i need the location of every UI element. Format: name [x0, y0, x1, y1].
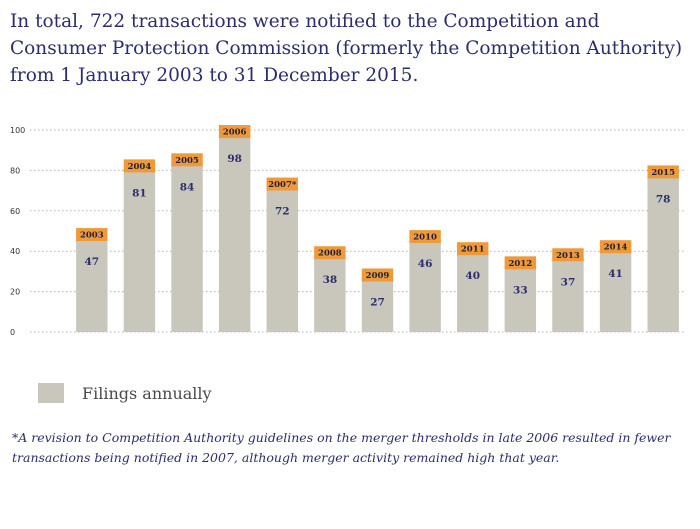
- bar: [171, 162, 203, 332]
- bar: [599, 249, 632, 332]
- bar: [266, 186, 298, 332]
- bar-label-band: [218, 125, 251, 139]
- y-tick-label: 80: [10, 166, 20, 175]
- category-label: 2011: [461, 245, 485, 255]
- category-label: 2007*: [268, 180, 297, 190]
- category-label: 2004: [128, 162, 152, 172]
- y-tick-label: 40: [10, 247, 20, 256]
- data-label: 41: [608, 268, 623, 280]
- bar-label-band: [171, 153, 203, 167]
- data-label: 40: [465, 270, 480, 282]
- data-label: 98: [227, 153, 242, 165]
- bar-label-band: [266, 177, 298, 191]
- data-label: 38: [323, 274, 338, 286]
- bar-label-band: [123, 159, 156, 173]
- data-label: 47: [84, 256, 99, 268]
- bar: [218, 134, 251, 332]
- category-label: 2010: [413, 233, 437, 243]
- bar: [76, 237, 108, 332]
- data-label: 46: [418, 258, 433, 270]
- data-label: 37: [561, 276, 576, 288]
- category-label: 2015: [651, 168, 675, 178]
- bar-label-band: [76, 228, 108, 242]
- data-label: 33: [513, 284, 528, 296]
- bar: [409, 239, 441, 332]
- bar-label-band: [314, 246, 346, 260]
- category-label: 2006: [223, 128, 247, 138]
- bar-label-band: [504, 256, 537, 270]
- y-tick-label: 20: [10, 288, 20, 297]
- bar-label-band: [361, 268, 394, 282]
- bar: [361, 277, 394, 332]
- legend-label: Filings annually: [82, 383, 212, 403]
- bar: [123, 168, 156, 332]
- data-label: 81: [132, 187, 147, 199]
- y-tick-label: 0: [10, 328, 15, 337]
- category-label: 2013: [556, 251, 580, 261]
- bar-label-band: [647, 165, 679, 179]
- bars: 2003 47 2004 81 2005 84 2006 98 2007* 72 2008 38 200…: [76, 125, 679, 332]
- bar: [314, 255, 346, 332]
- category-label: 2003: [80, 231, 104, 241]
- headline: In total, 722 transactions were notified…: [10, 11, 683, 86]
- data-label: 78: [656, 193, 671, 205]
- data-label: 84: [180, 181, 195, 193]
- bar-label-band: [599, 240, 632, 254]
- y-tick-label: 100: [10, 126, 25, 135]
- category-label: 2009: [366, 271, 390, 281]
- legend-swatch: [38, 383, 64, 403]
- category-label: 2008: [318, 249, 342, 259]
- y-tick-label: 60: [10, 207, 20, 216]
- data-label: 27: [370, 296, 385, 308]
- bar-label-band: [409, 230, 441, 244]
- bar-label-band: [457, 242, 489, 256]
- legend: Filings annually: [38, 383, 212, 403]
- category-label: 2012: [509, 259, 533, 269]
- data-label: 72: [275, 206, 290, 218]
- category-label: 2005: [175, 156, 199, 166]
- bar: [552, 257, 584, 332]
- bar: [457, 251, 489, 332]
- bar: [647, 174, 679, 332]
- footnote: *A revision to Competition Authority gui…: [12, 430, 671, 465]
- bar-label-band: [552, 248, 584, 262]
- category-label: 2014: [604, 243, 628, 253]
- bar: [504, 265, 537, 332]
- y-axis: 0 20 40 60 80 100: [10, 126, 25, 337]
